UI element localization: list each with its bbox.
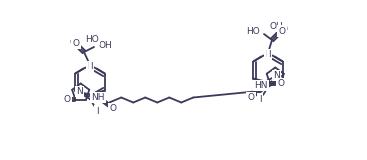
Text: HO: HO bbox=[246, 27, 260, 36]
Text: HN: HN bbox=[254, 81, 268, 90]
Text: HO: HO bbox=[85, 35, 99, 44]
Text: OH: OH bbox=[270, 21, 284, 31]
Text: I: I bbox=[268, 50, 271, 59]
Text: O: O bbox=[280, 24, 287, 33]
Text: I: I bbox=[96, 107, 98, 116]
Text: O: O bbox=[247, 93, 254, 102]
Text: O: O bbox=[277, 79, 284, 88]
Text: N: N bbox=[76, 87, 83, 96]
Text: O: O bbox=[64, 95, 71, 104]
Text: O: O bbox=[279, 27, 286, 36]
Text: O: O bbox=[73, 39, 80, 48]
Text: O: O bbox=[110, 104, 117, 113]
Text: OH: OH bbox=[98, 40, 112, 49]
Text: I: I bbox=[87, 62, 90, 71]
Text: O: O bbox=[69, 37, 76, 47]
Text: I: I bbox=[265, 50, 268, 59]
Text: I: I bbox=[259, 95, 261, 104]
Text: I: I bbox=[90, 62, 93, 71]
Text: NH: NH bbox=[91, 93, 105, 102]
Text: N: N bbox=[273, 71, 280, 80]
